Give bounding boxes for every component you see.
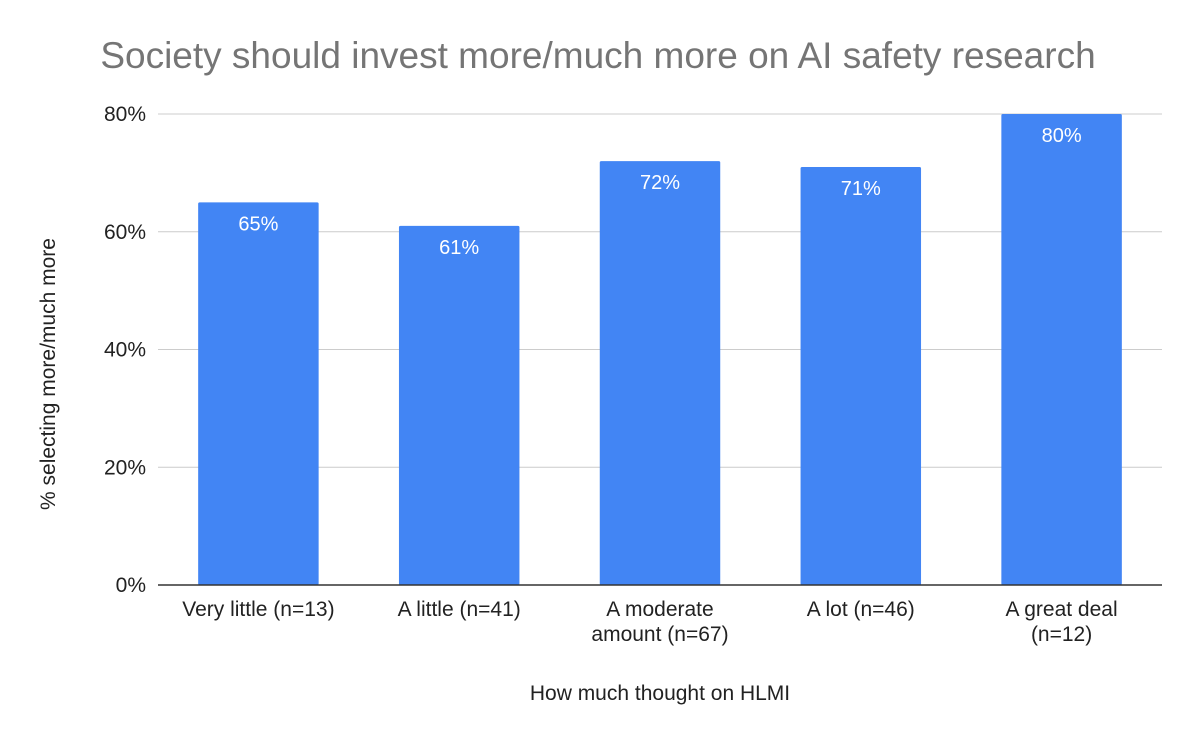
bar <box>198 202 319 585</box>
x-tick-label: A moderate amount (n=67) <box>591 598 728 646</box>
bar <box>398 225 520 586</box>
x-tick-label: A little (n=41) <box>398 598 521 621</box>
y-tick-label: 0% <box>116 574 146 597</box>
data-label: 72% <box>640 172 680 194</box>
x-axis-categories: Very little (n=13) A little (n=41) A moder… <box>182 598 1117 646</box>
y-tick-label: 40% <box>104 339 146 362</box>
y-tick-label: 60% <box>104 221 146 244</box>
bars <box>198 114 1122 586</box>
y-axis-ticks: 0% 20% 40% 60% 80% <box>104 103 146 597</box>
bar <box>599 161 721 585</box>
y-axis-title: % selecting more/much more <box>37 238 60 510</box>
x-tick-label: A great deal (n=12) <box>1006 598 1118 646</box>
data-labels: 65% 61% 72% 71% 80% <box>238 125 1081 259</box>
data-label: 80% <box>1042 125 1082 147</box>
x-tick-label: A lot (n=46) <box>807 598 915 621</box>
bar <box>800 166 922 586</box>
x-tick-label: Very little (n=13) <box>182 598 334 621</box>
data-label: 61% <box>439 237 479 259</box>
y-tick-label: 20% <box>104 456 146 479</box>
data-label: 71% <box>841 178 881 200</box>
bar <box>1001 114 1122 585</box>
y-tick-label: 80% <box>104 103 146 126</box>
data-label: 65% <box>238 213 278 235</box>
x-axis-title: How much thought on HLMI <box>530 682 790 705</box>
chart-title: Society should invest more/much more on … <box>100 35 1095 76</box>
